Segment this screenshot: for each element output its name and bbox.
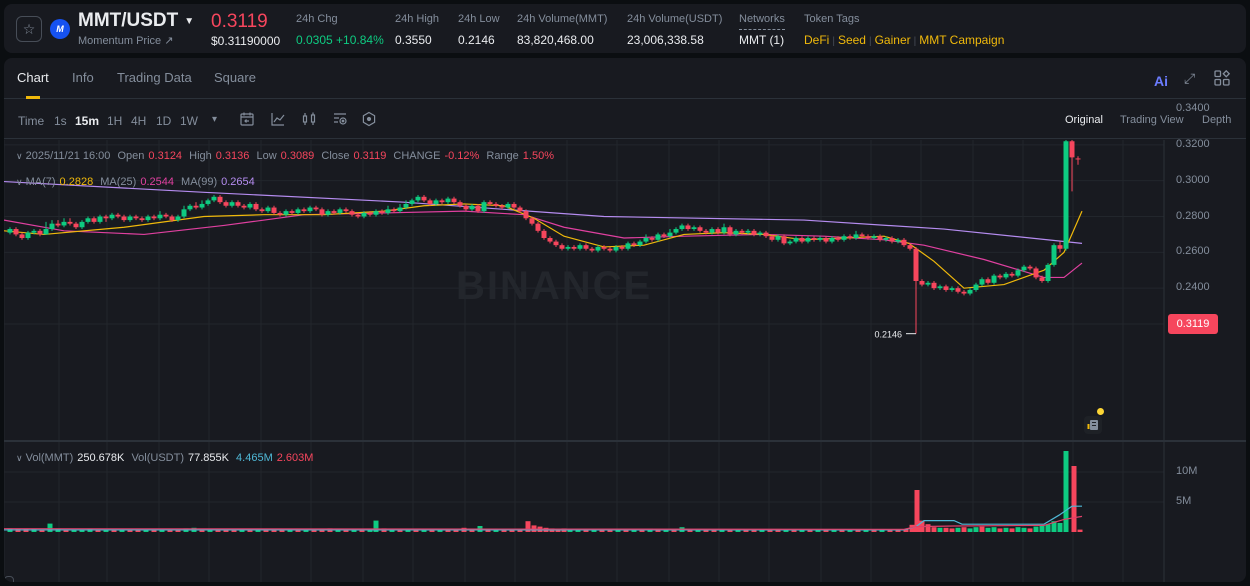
coin-info-link[interactable]: Momentum Price ↗ [78, 35, 174, 47]
favorite-button[interactable]: ☆ [16, 16, 42, 42]
price-tick-label: 0.2400 [1176, 281, 1210, 294]
view-trading-view[interactable]: Trading View [1120, 114, 1184, 126]
token-tags: Token Tags DeFi | Seed | Gainer | MMT Campaign [804, 13, 1005, 47]
stat-24h-volume-usdt: 24h Volume(USDT) 23,006,338.58 [627, 13, 723, 47]
price-tick-label: 0.2600 [1176, 245, 1210, 258]
ticker-header: ☆ M MMT/USDT ▼ Momentum Price ↗ 0.3119 $0… [4, 4, 1246, 53]
price-tick-label: 0.3200 [1176, 137, 1210, 150]
tab-trading-data[interactable]: Trading Data [117, 70, 192, 85]
tag-defi[interactable]: DeFi [804, 33, 830, 47]
collapse-chevron-icon[interactable]: ∨ [16, 177, 23, 187]
chart-panel: Chart Info Trading Data Square Ai ⤢ Time… [4, 58, 1246, 582]
view-depth[interactable]: Depth [1202, 114, 1232, 126]
candle-type-icon[interactable] [301, 111, 317, 127]
timeframe-1h[interactable]: 1H [107, 114, 123, 128]
ma-legend: ∨ MA(7) 0.2828 MA(25) 0.2544 MA(99) 0.2654 [16, 176, 255, 188]
calendar-icon[interactable] [239, 111, 255, 127]
price-tick-label: 0.3400 [1176, 102, 1210, 114]
last-price: 0.3119 [211, 11, 268, 32]
timeframe-1w[interactable]: 1W [180, 114, 198, 128]
ai-button[interactable]: Ai [1154, 73, 1168, 89]
news-icon [1087, 420, 1098, 430]
tag-gainer[interactable]: Gainer [874, 33, 911, 47]
timeframe-4h[interactable]: 4H [131, 114, 147, 128]
stat-24h-low: 24h Low 0.2146 [458, 13, 500, 47]
more-timeframes-icon[interactable]: ▾ [212, 114, 218, 125]
current-price-tag: 0.3119 [1168, 314, 1218, 334]
news-button[interactable] [1084, 416, 1102, 434]
ohlc-legend: ∨ 2025/11/21 16:00 Open 0.3124 High 0.3136 … [16, 150, 554, 162]
star-icon: ☆ [22, 20, 36, 37]
collapse-chevron-icon[interactable]: ∨ [16, 151, 23, 161]
caret-down-icon: ▼ [184, 15, 195, 27]
layout-grid-icon[interactable] [1214, 70, 1230, 86]
binance-watermark: BINANCE [456, 264, 653, 308]
time-label[interactable]: Time [18, 114, 45, 128]
timeframe-1d[interactable]: 1D [156, 114, 172, 128]
stat-24h-volume-mmt: 24h Volume(MMT) 83,820,468.00 [517, 13, 608, 47]
coin-logo-icon: M [50, 19, 70, 39]
volume-legend: ∨ Vol(MMT) 250.678K Vol(USDT) 77.855K 4.465… [16, 452, 314, 464]
tag-mmt-campaign[interactable]: MMT Campaign [919, 33, 1005, 47]
tab-info[interactable]: Info [72, 70, 94, 85]
hexagon-settings-icon[interactable] [361, 111, 377, 127]
timeframe-15m[interactable]: 15m [75, 114, 100, 128]
usd-price: $0.31190000 [211, 34, 281, 48]
stat-24h-high: 24h High 0.3550 [395, 13, 440, 47]
pair-selector[interactable]: MMT/USDT ▼ [78, 10, 194, 32]
notification-dot [1097, 408, 1104, 415]
candlestick-chart[interactable]: BINANCE 0.35500.2146 ∨2025/11/21 16:00 O… [4, 102, 1246, 582]
price-tick-label: 0.3000 [1176, 173, 1210, 186]
chart-settings-icon[interactable] [332, 111, 348, 127]
chart-tabs: Chart Info Trading Data Square Ai ⤢ [4, 58, 1246, 99]
tab-square[interactable]: Square [214, 70, 256, 85]
chart-canvas[interactable]: 0.35500.2146 [4, 140, 1246, 582]
chart-toolbar: Time 1s 15m 1H 4H 1D 1W ▾ Original Tradi… [4, 100, 1246, 139]
volume-tick-label: 5M [1176, 495, 1192, 507]
stat-networks[interactable]: Networks MMT (1) [739, 13, 785, 47]
pair-name: MMT/USDT [78, 10, 179, 31]
svg-text:0.2146: 0.2146 [874, 330, 902, 340]
tab-chart[interactable]: Chart [17, 70, 49, 85]
volume-tick-label: 10M [1176, 465, 1198, 477]
price-tick-label: 0.2800 [1176, 209, 1210, 222]
fullscreen-icon[interactable]: ⤢ [1184, 70, 1196, 86]
indicator-chart-icon[interactable] [270, 111, 286, 127]
side-panel-toggle[interactable]: › [4, 576, 14, 582]
view-original[interactable]: Original [1065, 114, 1103, 126]
timeframe-1s[interactable]: 1s [54, 114, 67, 128]
stat-24h-change: 24h Chg 0.0305 +10.84% [296, 13, 384, 47]
active-tab-indicator [26, 96, 40, 99]
collapse-chevron-icon[interactable]: ∨ [16, 453, 23, 463]
tag-seed[interactable]: Seed [837, 33, 866, 47]
